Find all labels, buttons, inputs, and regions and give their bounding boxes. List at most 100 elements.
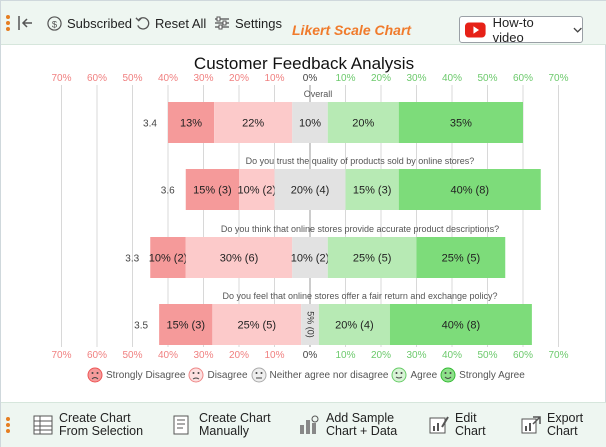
- bar-segment: [214, 102, 293, 143]
- tick-label-top: 60%: [87, 73, 107, 84]
- row-score: 3.3: [125, 254, 139, 265]
- face-icon: [188, 367, 204, 383]
- bar-value-label: 40% (8): [442, 320, 481, 332]
- bar-value-label: 10% (2): [291, 253, 330, 265]
- bar-value-label: 40% (8): [450, 185, 489, 197]
- create-selection-line1: Create Chart: [59, 411, 131, 425]
- edit-chart-line2: Chart: [455, 424, 486, 438]
- tick-label-bottom: 50%: [477, 350, 497, 361]
- bar-value-label: 35%: [450, 118, 472, 130]
- legend-label: Agree: [410, 369, 438, 381]
- bottom-toolbar: [1, 402, 606, 447]
- add-sample-chart-button[interactable]: Add Sample Chart + Data: [298, 402, 397, 447]
- bar-segment: [150, 237, 186, 278]
- tick-label-bottom: 60%: [87, 350, 107, 361]
- question-label: Do you trust the quality of products sol…: [246, 156, 475, 166]
- list-edit-icon: [173, 415, 189, 435]
- brand-title: Likert Scale Chart: [292, 22, 412, 38]
- tick-label-top: 70%: [51, 73, 71, 84]
- create-chart-manually-button[interactable]: Create Chart Manually: [173, 402, 271, 447]
- legend-item: Strongly Disagree: [87, 367, 185, 383]
- create-selection-line2: From Selection: [59, 424, 144, 438]
- bar-segment: [345, 169, 399, 210]
- face-icon: [87, 367, 103, 383]
- tick-label-top: 20%: [371, 73, 391, 84]
- create-chart-from-selection-button[interactable]: Create Chart From Selection: [33, 402, 143, 447]
- how-to-video-button[interactable]: How-to video: [459, 14, 583, 45]
- bar-segment: [274, 169, 346, 210]
- edit-chart-button[interactable]: Edit Chart: [429, 402, 486, 447]
- reset-all-button[interactable]: Reset All: [135, 1, 206, 45]
- legend-label: Strongly Agree: [459, 369, 525, 381]
- chart-legend: Strongly Disagree Disagree Neither agree n…: [87, 367, 528, 383]
- row-score: 3.5: [134, 321, 148, 332]
- bar-segment: [185, 237, 293, 278]
- bar-segment: [416, 237, 506, 278]
- bar-segment: [301, 304, 319, 345]
- tick-label-top: 10%: [264, 73, 284, 84]
- bar-value-label: 25% (5): [237, 320, 276, 332]
- legend-item: Neither agree nor disagree: [251, 367, 389, 383]
- likert-chart: 70% 70% 60% 60% 50% 50% 40% 40% 30% 30% 20% 20% 10% 1…: [51, 73, 568, 361]
- add-sample-line1: Add Sample: [326, 411, 395, 425]
- edit-chart-line1: Edit: [455, 411, 477, 425]
- legend-label: Neither agree nor disagree: [269, 369, 389, 381]
- face-icon: [440, 367, 456, 383]
- legend-item: Disagree: [188, 367, 248, 383]
- reset-icon: [135, 16, 150, 30]
- bar-segment: [318, 304, 390, 345]
- bar-value-label: 15% (3): [166, 320, 205, 332]
- chart-title: Customer Feedback Analysis: [193, 54, 415, 73]
- tick-label-top: 60%: [513, 73, 533, 84]
- youtube-icon: [465, 22, 486, 37]
- create-manually-line1: Create Chart: [199, 411, 271, 425]
- bar-value-label: 10% (2): [149, 253, 188, 265]
- question-label: Do you feel that online stores offer a f…: [222, 291, 497, 301]
- legend-label: Strongly Disagree: [106, 369, 186, 381]
- bar-segment: [292, 237, 328, 278]
- bar-value-label: 5% (0): [306, 311, 316, 338]
- tick-label-top: 50%: [122, 73, 142, 84]
- row-score: 3.4: [143, 119, 157, 130]
- bar-segment: [389, 304, 532, 345]
- bar-segment: [185, 169, 239, 210]
- bottom-menu-dots-icon[interactable]: [5, 402, 11, 447]
- bar-value-label: 10% (2): [237, 185, 276, 197]
- bar-value-label: 15% (3): [353, 185, 392, 197]
- tick-label-bottom: 70%: [51, 350, 71, 361]
- sample-chart-icon: [300, 415, 319, 434]
- legend-item: Agree: [391, 367, 437, 383]
- bar-value-label: 25% (5): [442, 253, 481, 265]
- tick-label-bottom: 30%: [406, 350, 426, 361]
- bar-value-label: 20% (4): [335, 320, 374, 332]
- how-to-video-label: How-to video: [492, 14, 534, 45]
- bar-value-label: 20%: [352, 118, 374, 130]
- bar-segment: [327, 102, 399, 143]
- export-chart-line2: Chart: [547, 424, 578, 438]
- tick-label-top: 40%: [442, 73, 462, 84]
- menu-dots-icon[interactable]: [5, 1, 16, 45]
- tick-label-top: 70%: [548, 73, 568, 84]
- face-icon: [391, 367, 407, 383]
- question-label: Do you think that online stores provide …: [221, 224, 499, 234]
- tick-label-top: 30%: [406, 73, 426, 84]
- tick-label-bottom: 30%: [193, 350, 213, 361]
- settings-label: Settings: [235, 15, 282, 31]
- export-chart-button[interactable]: Export Chart: [521, 402, 583, 447]
- tick-label-bottom: 20%: [229, 350, 249, 361]
- bar-segment: [159, 304, 213, 345]
- bar-value-label: 10%: [299, 118, 321, 130]
- tick-label-top: 0%: [303, 73, 318, 84]
- bar-segment: [212, 304, 302, 345]
- tick-label-bottom: 70%: [548, 350, 568, 361]
- legend-item: Strongly Agree: [440, 367, 525, 383]
- settings-button[interactable]: Settings: [214, 1, 282, 45]
- chevron-down-icon: [573, 27, 582, 33]
- tick-label-bottom: 40%: [158, 350, 178, 361]
- bar-value-label: 22%: [242, 118, 264, 130]
- tick-label-bottom: 50%: [122, 350, 142, 361]
- back-arrow-icon[interactable]: [18, 1, 39, 45]
- bar-value-label: 15% (3): [193, 185, 232, 197]
- subscribed-button[interactable]: $ Subscribed: [47, 1, 132, 45]
